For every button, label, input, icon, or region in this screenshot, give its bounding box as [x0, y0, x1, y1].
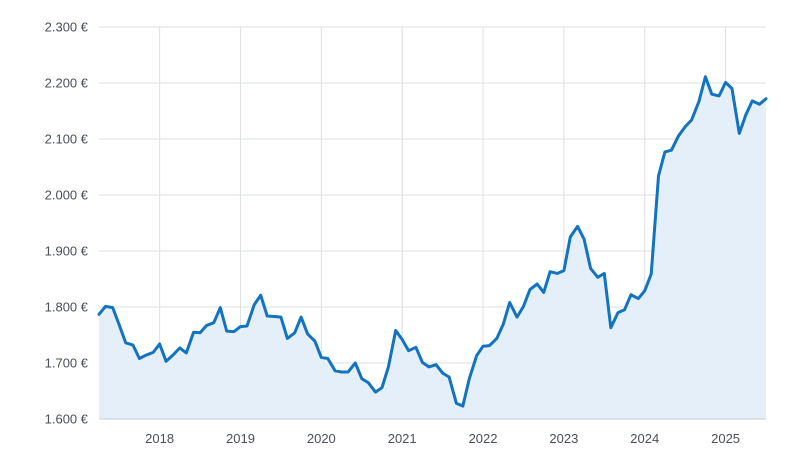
y-tick-label: 2.100 € — [45, 132, 89, 147]
x-tick-label: 2025 — [711, 431, 740, 446]
x-tick-label: 2023 — [549, 431, 578, 446]
x-tick-label: 2018 — [145, 431, 174, 446]
y-tick-label: 2.300 € — [45, 20, 89, 35]
y-tick-label: 1.700 € — [45, 356, 89, 371]
y-tick-label: 1.800 € — [45, 300, 89, 315]
price-area-fill — [99, 76, 766, 420]
y-tick-label: 1.900 € — [45, 244, 89, 259]
y-tick-label: 1.600 € — [45, 412, 89, 427]
x-tick-label: 2022 — [469, 431, 498, 446]
x-tick-label: 2020 — [307, 431, 336, 446]
y-tick-label: 2.200 € — [45, 76, 89, 91]
price-series-line — [97, 75, 768, 408]
x-tick-label: 2021 — [388, 431, 417, 446]
y-axis-tick-labels: 1.600 € 1.700 € 1.800 € 1.900 € 2.000 € 2.100… — [45, 20, 89, 427]
x-tick-label: 2019 — [226, 431, 255, 446]
x-axis-tick-labels: 2018 2019 2020 2021 2022 2023 2024 2025 — [145, 431, 740, 446]
y-tick-label: 2.000 € — [45, 188, 89, 203]
x-tick-label: 2024 — [630, 431, 659, 446]
vertical-gridlines — [159, 27, 727, 419]
